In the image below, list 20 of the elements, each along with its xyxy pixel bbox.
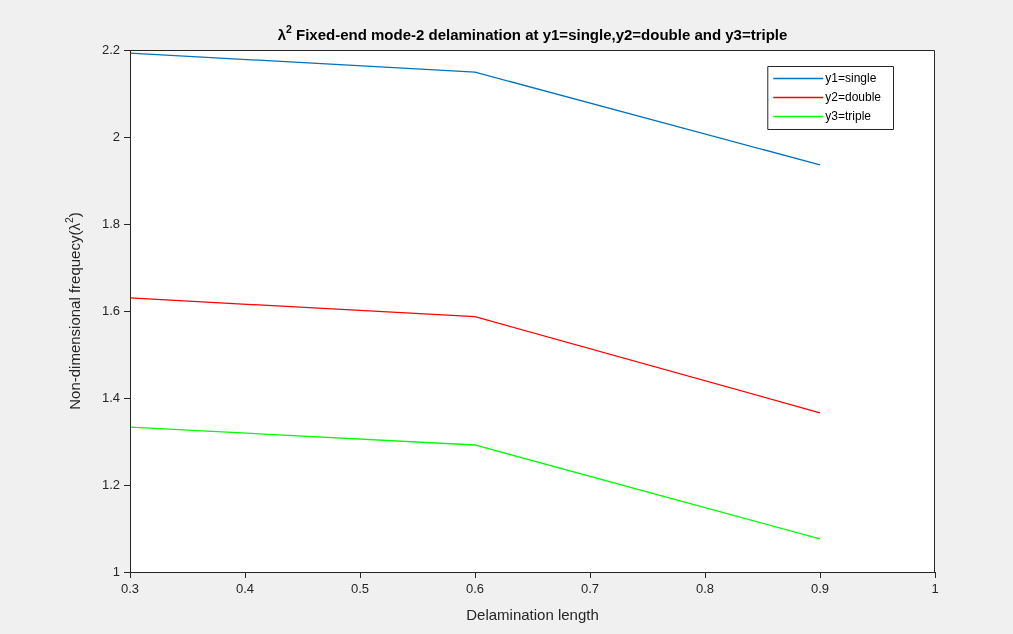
y-tick-label: 1.8 — [101, 215, 120, 231]
x-tick-label: 0.9 — [810, 581, 830, 597]
x-axis-title: Delamination length — [466, 606, 599, 623]
y-tick-label: 1.4 — [101, 389, 120, 405]
legend-label: y1=single — [825, 70, 877, 85]
y-axis-title: Non-dimensional frequecy(λ2) — [63, 212, 83, 410]
x-tick-label: 0.7 — [580, 581, 600, 597]
x-tick-label: 0.6 — [465, 581, 485, 597]
legend-label: y3=triple — [825, 108, 872, 123]
x-tick-label: 0.3 — [120, 581, 140, 597]
x-tick-label: 0.8 — [695, 581, 715, 597]
legend-label: y2=double — [825, 89, 882, 104]
x-tick-label: 0.5 — [350, 581, 370, 597]
y-tick-label: 1.6 — [101, 302, 120, 318]
y-tick-label: 1.2 — [101, 476, 120, 492]
x-tick-label: 1 — [931, 581, 939, 597]
y-tick-label: 2.2 — [101, 41, 120, 57]
y-tick-label: 2 — [112, 128, 120, 144]
y-tick-label: 1 — [112, 563, 120, 579]
x-tick-label: 0.4 — [235, 581, 255, 597]
